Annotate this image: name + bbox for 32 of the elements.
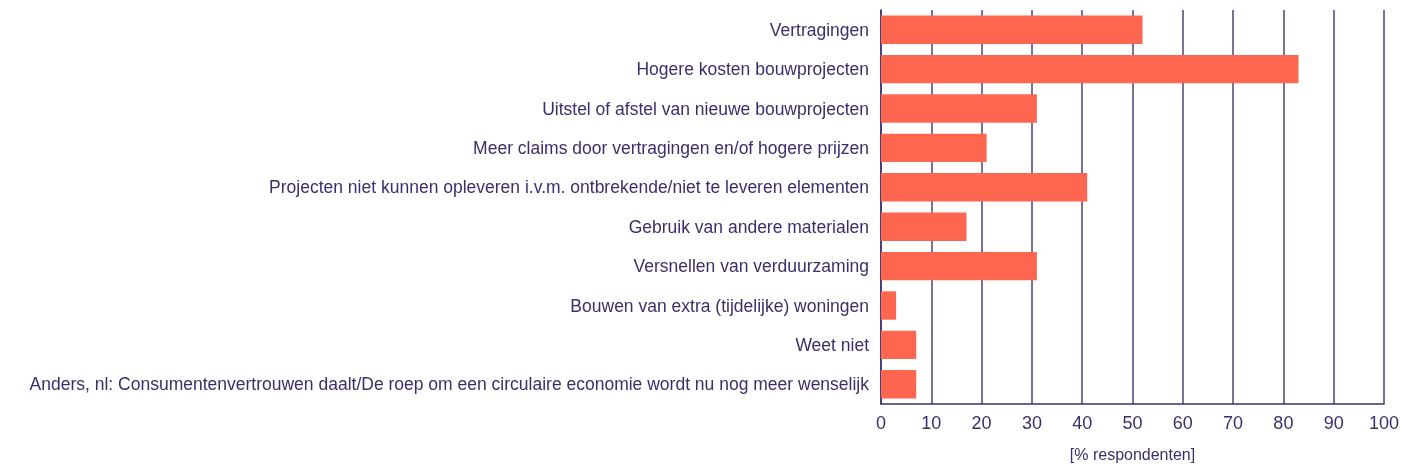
y-tick-label: Versnellen van verduurzaming — [633, 256, 869, 277]
x-tick-label: 60 — [1172, 413, 1193, 433]
y-tick-label: Weet niet — [795, 334, 870, 355]
x-tick-label: 70 — [1223, 413, 1244, 433]
x-axis-title: [% respondenten] — [1069, 445, 1196, 463]
bar — [881, 330, 917, 360]
y-tick-label: Hogere kosten bouwprojecten — [636, 59, 869, 80]
bar — [881, 370, 917, 399]
y-tick-label: Vertragingen — [769, 19, 869, 40]
bar — [881, 94, 1037, 123]
x-tick-label: 100 — [1368, 413, 1400, 433]
bar — [881, 212, 967, 241]
x-tick-label: 10 — [921, 413, 942, 433]
x-tick-label: 30 — [1021, 413, 1042, 433]
x-tick-label: 50 — [1122, 413, 1143, 433]
bar — [881, 133, 987, 163]
x-tick-label: 40 — [1072, 413, 1093, 433]
y-tick-label: Anders, nl: Consumentenvertrouwen daalt/De roep om een circulaire economie wordt nu nog meer wenselijk — [29, 374, 870, 395]
y-tick-label: Meer claims door vertragingen en/of hogere prijzen — [473, 137, 869, 158]
x-tick-label: 0 — [875, 413, 887, 433]
bar — [881, 15, 1143, 44]
y-tick-label: Projecten niet kunnen opleveren i.v.m. ontbrekende/niet te leveren elementen — [269, 177, 869, 198]
x-tick-label: 20 — [971, 413, 992, 433]
bar — [881, 173, 1088, 202]
bar — [881, 251, 1037, 281]
y-tick-label: Gebruik van andere materialen — [628, 216, 869, 237]
y-tick-label: Uitstel of afstel van nieuwe bouwprojecten — [542, 98, 869, 119]
x-tick-label: 80 — [1273, 413, 1294, 433]
bar — [881, 291, 897, 320]
y-tick-label: Bouwen van extra (tijdelijke) woningen — [570, 295, 869, 316]
bar — [881, 54, 1299, 84]
x-tick-label: 90 — [1323, 413, 1344, 433]
